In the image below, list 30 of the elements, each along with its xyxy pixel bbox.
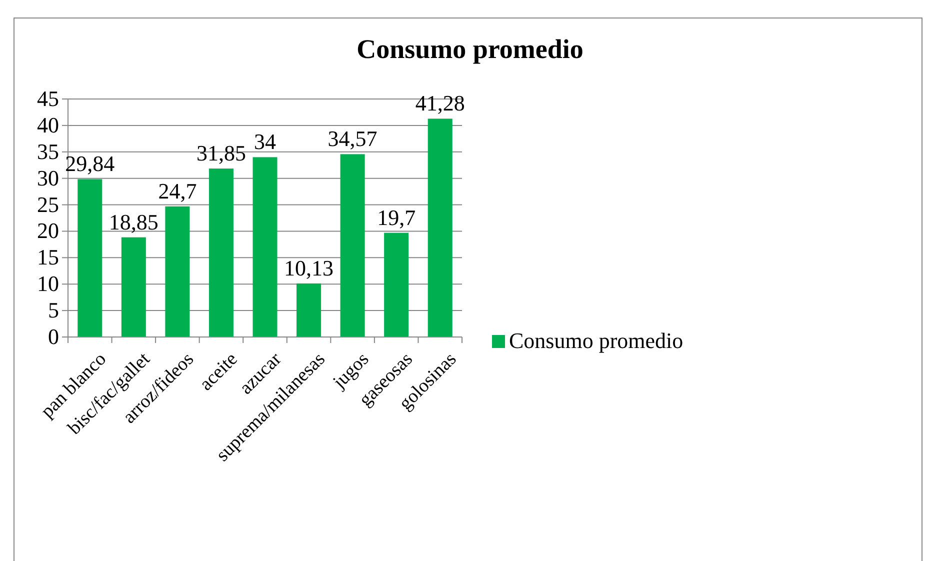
y-tick-label: 45 [37,86,59,111]
data-label: 29,84 [65,151,115,176]
data-label: 34,57 [328,126,378,152]
data-label: 31,85 [196,140,246,166]
y-tick-label: 25 [37,192,59,217]
data-label: 10,13 [284,255,334,280]
y-tick-label: 40 [37,112,59,138]
bar [428,118,452,337]
data-label: 34 [254,129,276,154]
y-tick-label: 0 [48,324,59,349]
bar [296,283,322,337]
data-label: 18,85 [108,209,158,234]
bar [252,157,278,337]
y-tick-label: 5 [48,298,59,323]
y-tick-label: 10 [37,271,59,296]
chart-title: Consumo promedio [356,34,584,64]
y-tick-label: 15 [37,244,59,270]
data-label: 41,28 [415,90,465,116]
bar [384,232,409,337]
data-label: 24,7 [158,178,197,204]
data-label: 19,7 [377,204,416,230]
y-tick-label: 30 [37,165,59,190]
y-tick-label: 35 [37,138,59,164]
legend-label: Consumo promedio [509,328,684,353]
bar [78,179,102,337]
bar [121,237,146,337]
y-tick-label: 20 [37,218,59,244]
bar [208,168,234,337]
bar [340,154,365,337]
bar [165,206,190,337]
